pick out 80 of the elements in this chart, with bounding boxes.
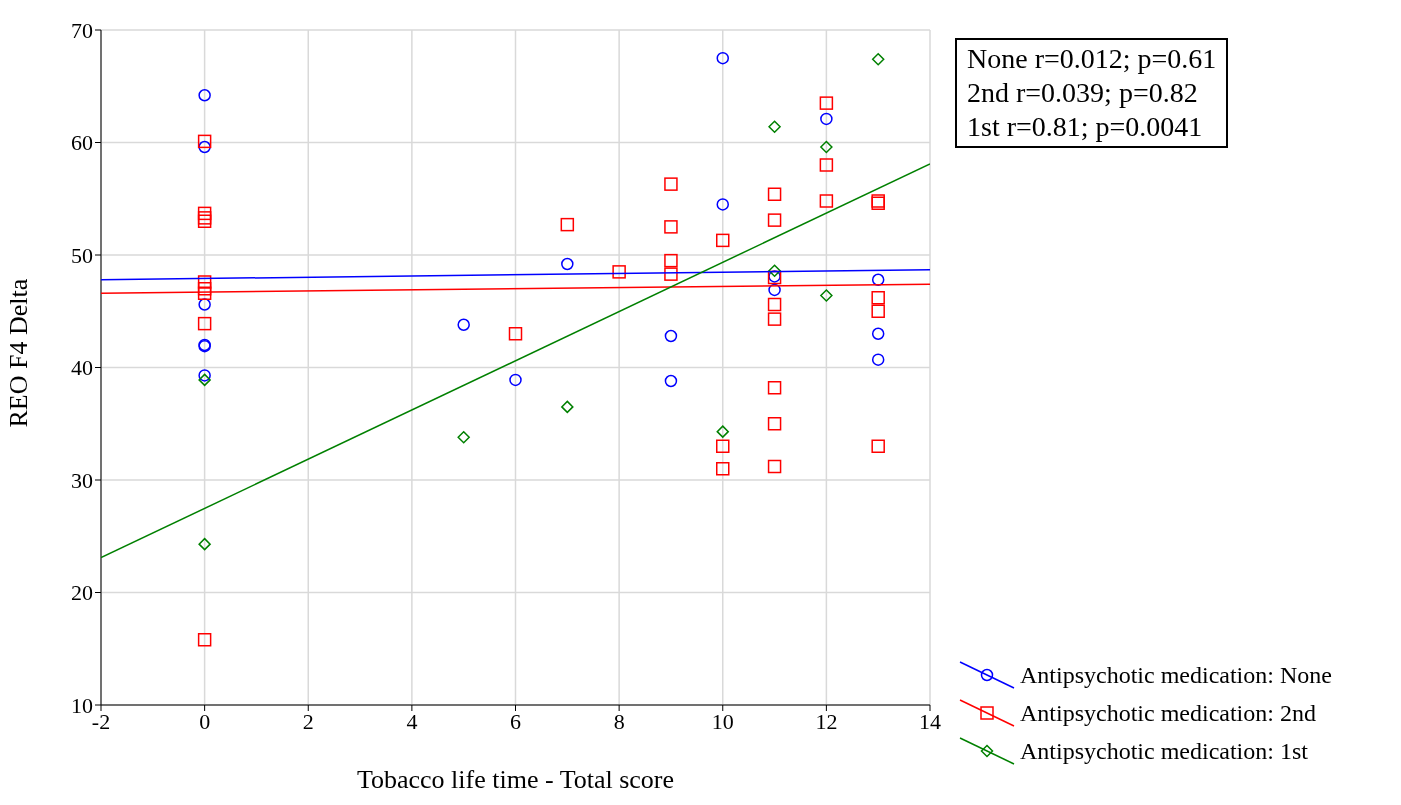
point bbox=[198, 537, 211, 551]
point bbox=[768, 264, 781, 277]
point bbox=[716, 425, 729, 438]
point bbox=[198, 89, 211, 102]
point bbox=[716, 462, 730, 476]
point bbox=[819, 96, 834, 110]
x-tick-label: 0 bbox=[199, 708, 211, 734]
point bbox=[767, 312, 782, 326]
x-tick-label: 8 bbox=[613, 708, 625, 734]
legend-label: Antipsychotic medication: 2nd bbox=[1020, 699, 1316, 727]
point bbox=[767, 213, 782, 227]
point bbox=[767, 459, 782, 474]
x-axis-title: Tobacco life time - Total score bbox=[356, 765, 675, 794]
point bbox=[509, 373, 522, 387]
point bbox=[871, 53, 885, 66]
point bbox=[716, 439, 730, 453]
point bbox=[198, 373, 211, 387]
point bbox=[664, 220, 678, 234]
y-tick-label: 40 bbox=[71, 355, 93, 381]
y-tick-label: 20 bbox=[71, 580, 93, 606]
point bbox=[457, 431, 470, 444]
y-tick-label: 70 bbox=[71, 17, 93, 43]
point bbox=[716, 51, 729, 65]
text: 2nd r=0.039; p=0.82 bbox=[967, 76, 1199, 110]
point bbox=[197, 633, 212, 647]
point bbox=[767, 187, 782, 201]
point bbox=[820, 289, 833, 302]
point bbox=[197, 316, 212, 331]
x-tick-label: 14 bbox=[919, 708, 941, 734]
y-axis-title: REO F4 Delta bbox=[4, 278, 34, 428]
point bbox=[871, 304, 885, 318]
y-tick-label: 60 bbox=[71, 130, 93, 156]
point bbox=[197, 286, 212, 300]
x-tick-label: 6 bbox=[510, 708, 521, 734]
point bbox=[767, 297, 782, 312]
point bbox=[768, 283, 781, 297]
legend-label: Antipsychotic medication: 1st bbox=[1020, 737, 1308, 765]
point bbox=[768, 120, 781, 133]
point bbox=[716, 198, 729, 211]
point bbox=[197, 134, 212, 149]
x-tick-label: 10 bbox=[711, 708, 734, 734]
point bbox=[560, 217, 575, 232]
point bbox=[197, 206, 212, 221]
point bbox=[664, 329, 678, 343]
y-tick-label: 50 bbox=[71, 242, 93, 268]
point bbox=[664, 177, 678, 191]
y-tick-label: 10 bbox=[71, 692, 93, 718]
point bbox=[664, 267, 678, 281]
legend-label: Antipsychotic medication: None bbox=[1020, 661, 1332, 689]
point bbox=[508, 327, 523, 341]
point bbox=[871, 439, 885, 453]
point bbox=[457, 318, 470, 331]
text: None r=0.012; p=0.61 bbox=[967, 42, 1217, 76]
point bbox=[198, 369, 211, 382]
y-tick-label: 30 bbox=[71, 467, 93, 493]
point bbox=[871, 291, 885, 305]
point bbox=[198, 298, 211, 311]
point bbox=[612, 265, 626, 279]
point bbox=[561, 400, 574, 414]
point bbox=[664, 253, 678, 268]
point bbox=[819, 194, 834, 208]
point bbox=[197, 275, 212, 289]
point bbox=[871, 273, 885, 286]
text: 1st r=0.81; p=0.0041 bbox=[967, 110, 1204, 144]
point bbox=[197, 282, 212, 296]
point bbox=[767, 417, 782, 431]
x-tick-label: 12 bbox=[815, 708, 838, 734]
x-tick-label: 2 bbox=[302, 708, 314, 734]
point bbox=[820, 140, 833, 154]
x-tick-label: 4 bbox=[406, 708, 418, 734]
point bbox=[871, 327, 885, 340]
point bbox=[871, 353, 885, 366]
point bbox=[716, 233, 730, 248]
point bbox=[819, 158, 834, 172]
point bbox=[198, 140, 211, 154]
point bbox=[820, 112, 833, 126]
x-tick-label: -2 bbox=[91, 708, 111, 734]
point bbox=[561, 257, 574, 271]
point bbox=[767, 381, 782, 395]
point bbox=[664, 374, 678, 388]
